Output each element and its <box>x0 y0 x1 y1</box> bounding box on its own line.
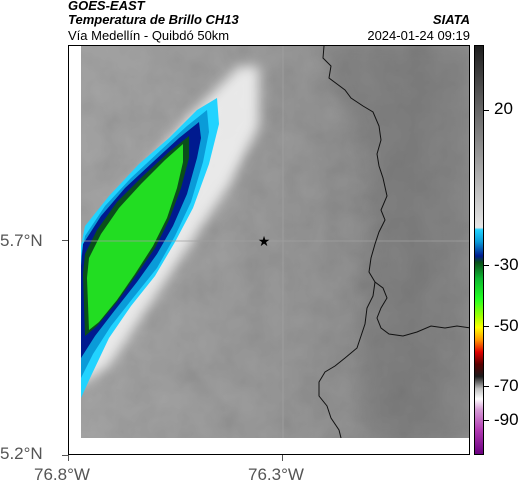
lon-tick <box>68 455 69 461</box>
map-dark-region <box>319 46 469 438</box>
satellite-map: ★ <box>68 45 470 455</box>
lon-label-76-3: 76.3°W <box>248 465 304 484</box>
product-title: Temperatura de Brillo CH13 <box>68 12 239 27</box>
satellite-name: GOES-EAST <box>68 0 145 13</box>
timestamp-label: 2024-01-24 09:19 <box>367 28 470 43</box>
lat-label-5-7: 5.7°N <box>0 231 43 250</box>
colorbar-tick <box>484 265 489 266</box>
map-left-strip <box>69 46 81 454</box>
colorbar-tick <box>484 326 489 327</box>
colorbar-label-m30: -30 <box>494 255 519 274</box>
colorbar-label-m70: -70 <box>494 376 519 395</box>
lat-tick <box>62 240 68 241</box>
colorbar-tick <box>484 420 489 421</box>
colorbar-label-m90: -90 <box>494 410 519 429</box>
route-subtitle: Vía Medellín - Quibdó 50km <box>68 28 230 43</box>
colorbar-label-20: 20 <box>494 99 513 118</box>
colorbar-tick <box>484 110 489 111</box>
municipal-border <box>318 281 376 454</box>
lat-label-5-2: 5.2°N <box>0 444 43 463</box>
map-bottom-strip <box>69 438 469 454</box>
star-icon: ★ <box>258 234 271 250</box>
colorbar-tick <box>484 386 489 387</box>
lon-tick <box>282 455 283 461</box>
colorbar <box>474 45 484 455</box>
department-border <box>322 46 469 337</box>
lon-label-76-8: 76.8°W <box>34 465 90 484</box>
brightness-temperature-field: ★ <box>69 46 469 454</box>
organization-label: SIATA <box>432 12 470 27</box>
lat-tick <box>62 455 68 456</box>
colorbar-label-m50: -50 <box>494 316 519 335</box>
storm-core <box>87 144 183 330</box>
